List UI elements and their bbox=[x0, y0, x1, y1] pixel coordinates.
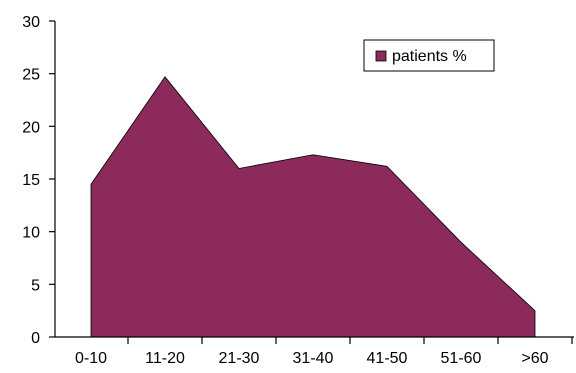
y-tick-label: 20 bbox=[22, 119, 40, 136]
y-tick-label: 30 bbox=[22, 14, 40, 31]
y-tick-label: 15 bbox=[22, 172, 40, 189]
x-tick-label: 21-30 bbox=[219, 350, 260, 367]
area-layer bbox=[90, 76, 536, 338]
y-axis-ticks: 0 5 10 15 20 25 30 bbox=[22, 14, 55, 347]
y-tick-label: 0 bbox=[31, 330, 40, 347]
x-tick-label: >60 bbox=[521, 350, 548, 367]
y-tick-label: 10 bbox=[22, 225, 40, 242]
x-tick-label: 31-40 bbox=[293, 350, 334, 367]
x-tick-label: 0-10 bbox=[75, 350, 107, 367]
x-axis-ticks: 0-10 11-20 21-30 31-40 41-50 51-60 >60 bbox=[75, 337, 573, 367]
x-tick-label: 51-60 bbox=[441, 350, 482, 367]
legend: patients % bbox=[363, 39, 495, 72]
x-tick-label: 41-50 bbox=[367, 350, 408, 367]
y-tick-label: 25 bbox=[22, 67, 40, 84]
legend-label: patients % bbox=[392, 48, 467, 65]
legend-swatch bbox=[375, 50, 387, 62]
x-tick-label: 11-20 bbox=[145, 350, 185, 367]
series-area-patients bbox=[90, 76, 536, 338]
y-tick-label: 5 bbox=[31, 277, 40, 294]
